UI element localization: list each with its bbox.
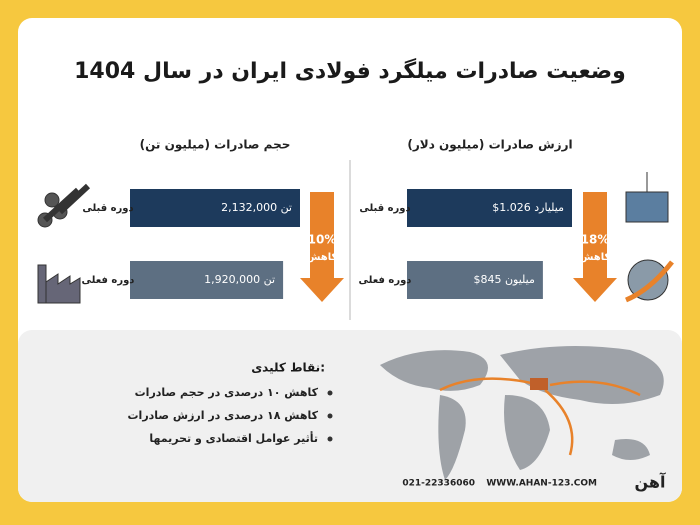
change-label: 18% <box>581 233 610 247</box>
chart-title: ارزش صادرات (میلیون دلار) <box>407 138 572 153</box>
phone: 021-22336060 <box>402 479 475 489</box>
website: WWW.AHAN-123.COM <box>486 479 597 489</box>
bar <box>130 261 284 299</box>
category-label: دوره فعلی <box>359 275 412 286</box>
bullet <box>327 413 333 419</box>
value-label: $1.026 میلیارد <box>492 201 564 214</box>
key-point: کاهش ۱۸ درصدی در ارزش صادرات <box>128 409 319 422</box>
change-arrow <box>300 192 344 302</box>
category-label: دوره قبلی <box>82 203 133 214</box>
iran-marker <box>530 378 548 390</box>
category-label: دوره قبلی <box>359 203 410 214</box>
category-label: دوره فعلی <box>82 275 135 286</box>
change-arrow <box>573 192 617 302</box>
factory-icon <box>37 264 81 304</box>
steel-icon <box>37 183 91 228</box>
title: وضعیت صادرات میلگرد فولادی ایران در سال … <box>74 57 626 84</box>
chart-title: حجم صادرات (میلیون تن) <box>140 138 291 153</box>
value-label: 2,132,000 تن <box>221 201 292 214</box>
bar <box>407 261 543 299</box>
change-note: کاهش <box>307 252 338 263</box>
bullet <box>327 436 333 442</box>
key-point: تأثیر عوامل اقتصادی و تحریمها <box>149 431 318 445</box>
change-note: کاهش <box>580 252 611 263</box>
container-icon <box>625 172 669 223</box>
globe-icon <box>624 259 674 303</box>
brand: آهن <box>635 472 666 492</box>
value-label: $845 میلیون <box>473 273 535 286</box>
change-label: 10% <box>308 233 337 247</box>
key-point: کاهش ۱۰ درصدی در حجم صادرات <box>135 386 319 399</box>
value-label: 1,920,000 تن <box>204 273 275 286</box>
bar <box>407 189 572 227</box>
route-arrows <box>439 377 641 456</box>
bar <box>130 189 300 227</box>
bullet <box>327 390 333 396</box>
key-points-title: نقاط کلیدی: <box>251 361 325 375</box>
